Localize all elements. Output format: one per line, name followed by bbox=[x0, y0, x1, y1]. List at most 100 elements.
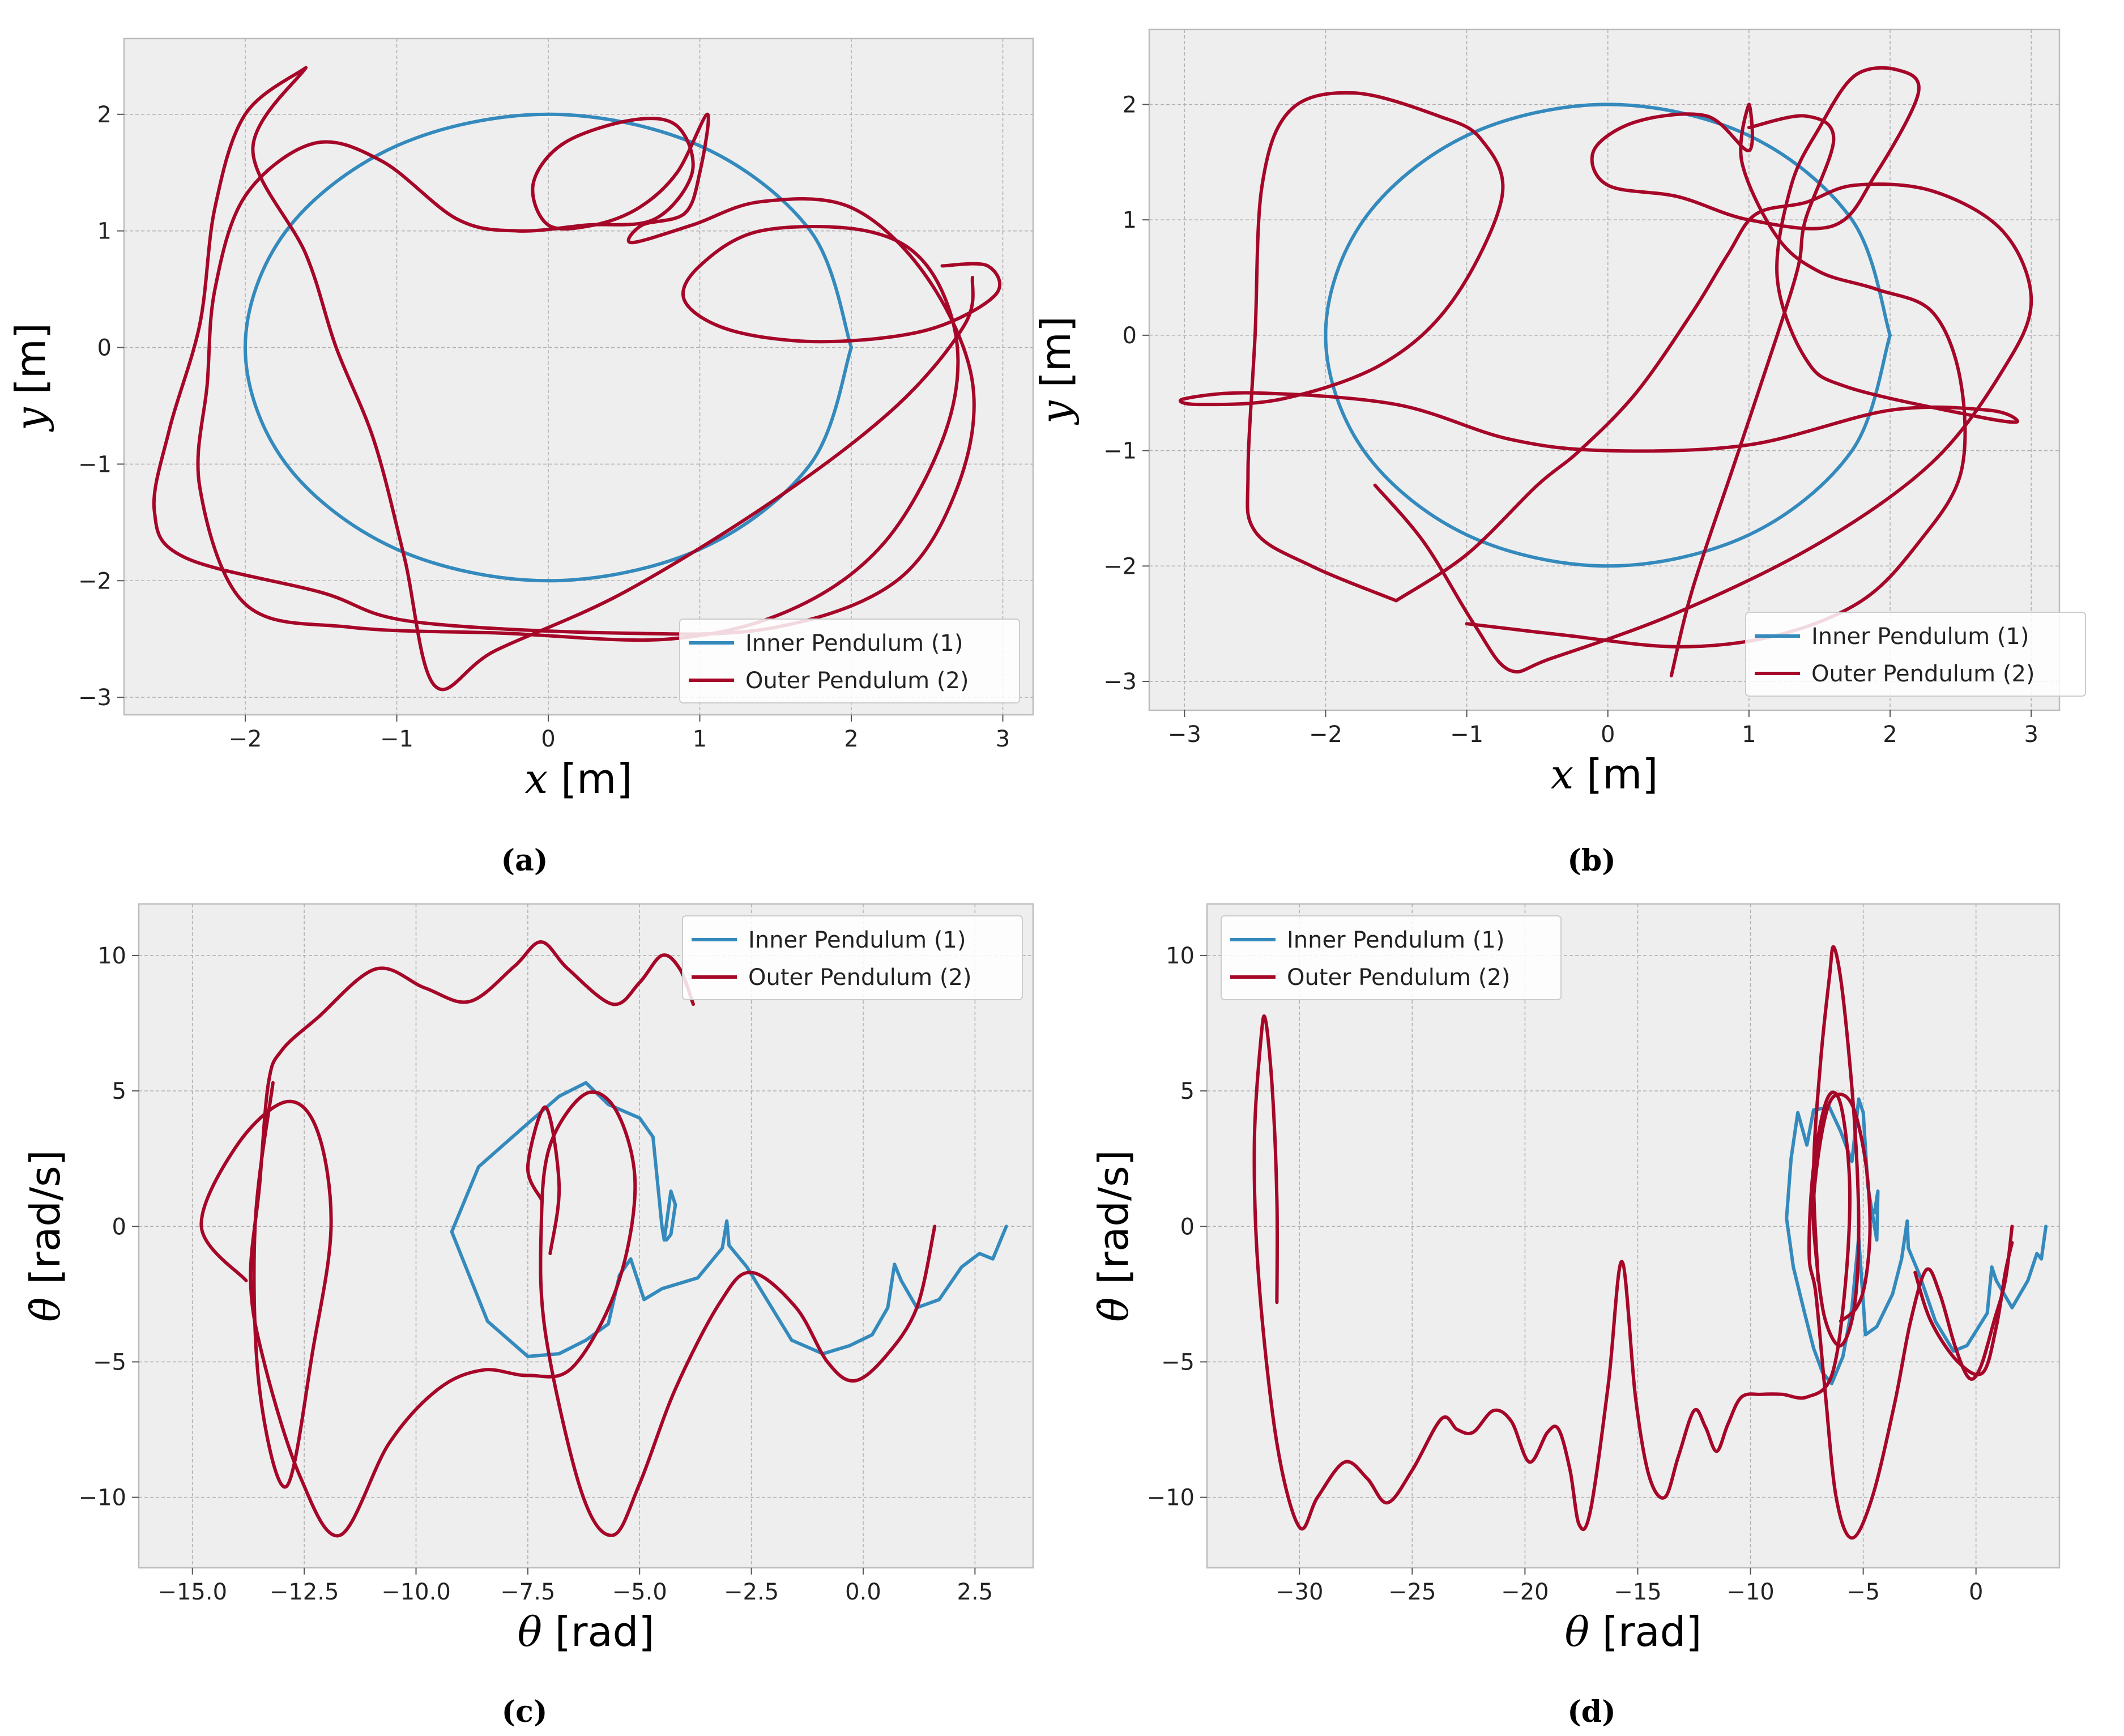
y-tick-label: −1 bbox=[1103, 438, 1137, 464]
y-tick-label: 0 bbox=[1123, 323, 1137, 349]
axes-background bbox=[123, 37, 1034, 716]
x-tick-label: −30 bbox=[1276, 1579, 1323, 1605]
x-tick-label: −1 bbox=[1450, 722, 1483, 748]
series-group bbox=[199, 940, 1008, 1538]
legend-label: Outer Pendulum (2) bbox=[745, 668, 969, 694]
axes-background bbox=[1206, 903, 2061, 1569]
x-tick-label: 3 bbox=[2024, 722, 2038, 748]
legend: Inner Pendulum (1) Outer Pendulum (2) bbox=[1745, 612, 2086, 697]
inner-pendulum-line bbox=[450, 1081, 1008, 1358]
x-axis-label: x [m] bbox=[1551, 750, 1658, 798]
outer-pendulum-line bbox=[1669, 114, 1836, 677]
y-tick-label: 10 bbox=[97, 943, 126, 969]
panel-b-chart: −3 −2 −1 0 1 2 3 −3 −2 −1 0 1 2 x [m] y [m] Inner Pendu… bbox=[1032, 28, 2086, 798]
outer-pendulum-line bbox=[1373, 182, 2033, 674]
legend-label: Inner Pendulum (1) bbox=[1287, 927, 1504, 953]
legend-box bbox=[682, 915, 1023, 1000]
panel-c-chart: −15.0 −12.5 −10.0 −7.5 −5.0 −2.5 0.0 2.5 −10 −5 0 5… bbox=[22, 903, 1034, 1656]
y-tick-label: 2 bbox=[97, 102, 112, 128]
y-tick-label: 5 bbox=[112, 1078, 126, 1104]
x-tick-label: −15 bbox=[1614, 1579, 1661, 1605]
x-tick-label: −7.5 bbox=[500, 1579, 555, 1605]
series-group bbox=[1179, 66, 2033, 677]
x-tick-label: −12.5 bbox=[270, 1579, 339, 1605]
y-tick-label: 10 bbox=[1166, 943, 1195, 969]
legend-label: Inner Pendulum (1) bbox=[748, 927, 966, 953]
y-tick-label: 0 bbox=[1180, 1214, 1195, 1240]
caption-b: (b) bbox=[1567, 843, 1616, 878]
x-tick-label: 0 bbox=[541, 726, 555, 752]
panel-d-chart: −30 −25 −20 −15 −10 −5 0 −10 −5 0 5 10 θ [rad] θ̇ [ra… bbox=[1090, 903, 2061, 1656]
x-tick-label: −3 bbox=[1168, 722, 1201, 748]
x-tick-label: −5 bbox=[1846, 1579, 1880, 1605]
y-tick-label: −2 bbox=[78, 568, 112, 594]
x-tick-label: −20 bbox=[1501, 1579, 1549, 1605]
legend: Inner Pendulum (1) Outer Pendulum (2) bbox=[679, 619, 1020, 703]
series-group bbox=[152, 66, 1002, 692]
y-tick-label: −5 bbox=[93, 1349, 126, 1375]
legend-label: Inner Pendulum (1) bbox=[1811, 624, 2029, 650]
series-group bbox=[1252, 945, 2048, 1540]
legend-label: Outer Pendulum (2) bbox=[1287, 965, 1511, 991]
x-axis-label: θ [rad] bbox=[518, 1608, 655, 1656]
outer-pendulum-line bbox=[251, 66, 975, 692]
y-tick-label: 5 bbox=[1180, 1078, 1195, 1104]
outer-pendulum-line bbox=[1913, 1241, 2014, 1377]
y-tick-label: 1 bbox=[97, 219, 112, 245]
y-tick-label: 2 bbox=[1123, 92, 1137, 118]
legend-label: Outer Pendulum (2) bbox=[1811, 661, 2035, 687]
x-tick-label: 1 bbox=[693, 726, 707, 752]
caption-c: (c) bbox=[502, 1695, 548, 1729]
x-tick-label: 3 bbox=[996, 726, 1010, 752]
x-tick-label: −15.0 bbox=[157, 1579, 227, 1605]
legend-box bbox=[1221, 915, 1562, 1000]
x-axis-label: x [m] bbox=[525, 755, 633, 803]
x-tick-label: 0 bbox=[1601, 722, 1615, 748]
y-tick-label: 0 bbox=[112, 1214, 126, 1240]
x-tick-label: −10.0 bbox=[381, 1579, 451, 1605]
x-tick-label: 2 bbox=[844, 726, 858, 752]
x-tick-label: 0 bbox=[1969, 1579, 1983, 1605]
outer-pendulum-line bbox=[249, 940, 937, 1538]
inner-pendulum-line bbox=[1324, 103, 1892, 568]
legend-box bbox=[679, 619, 1020, 703]
legend: Inner Pendulum (1) Outer Pendulum (2) bbox=[1221, 915, 1562, 1000]
axes-background bbox=[138, 903, 1034, 1569]
y-tick-label: −3 bbox=[1103, 669, 1137, 695]
legend-label: Outer Pendulum (2) bbox=[748, 965, 972, 991]
y-axis-label: y [m] bbox=[1032, 316, 1080, 425]
outer-pendulum-line bbox=[199, 1081, 333, 1489]
y-tick-label: −1 bbox=[78, 451, 112, 477]
outer-pendulum-line bbox=[1252, 1014, 2014, 1540]
legend-box bbox=[1745, 612, 2086, 697]
x-tick-label: −2 bbox=[229, 726, 262, 752]
y-axis-label: θ̇ [rad/s] bbox=[1090, 1150, 1137, 1322]
y-tick-label: −10 bbox=[1147, 1485, 1195, 1511]
x-tick-label: 2 bbox=[1883, 722, 1897, 748]
x-axis-label: θ [rad] bbox=[1565, 1608, 1702, 1656]
x-tick-label: −1 bbox=[380, 726, 413, 752]
caption-a: (a) bbox=[501, 843, 548, 878]
outer-pendulum-line bbox=[526, 1105, 561, 1256]
y-tick-label: −2 bbox=[1103, 553, 1137, 579]
outer-pendulum-line bbox=[1811, 945, 1872, 1347]
x-tick-label: 0.0 bbox=[845, 1579, 881, 1605]
y-tick-label: −3 bbox=[78, 685, 112, 711]
x-tick-label: −10 bbox=[1726, 1579, 1774, 1605]
y-tick-label: −5 bbox=[1161, 1349, 1195, 1375]
outer-pendulum-line bbox=[1179, 66, 2019, 649]
legend-label: Inner Pendulum (1) bbox=[745, 630, 963, 656]
x-tick-label: −2 bbox=[1309, 722, 1342, 748]
x-tick-label: −2.5 bbox=[724, 1579, 779, 1605]
outer-pendulum-line bbox=[152, 66, 1002, 642]
y-tick-label: 0 bbox=[97, 335, 112, 361]
x-tick-label: −25 bbox=[1388, 1579, 1436, 1605]
y-tick-label: 1 bbox=[1123, 207, 1137, 233]
panel-a-chart: −2 −1 0 1 2 3 −3 −2 −1 0 1 2 x [m] y [m] Inner Pendulu… bbox=[7, 37, 1034, 803]
x-tick-label: 2.5 bbox=[957, 1579, 993, 1605]
x-tick-label: −5.0 bbox=[612, 1579, 667, 1605]
x-tick-label: 1 bbox=[1742, 722, 1756, 748]
caption-d: (d) bbox=[1567, 1695, 1616, 1729]
axes-background bbox=[1148, 28, 2061, 711]
